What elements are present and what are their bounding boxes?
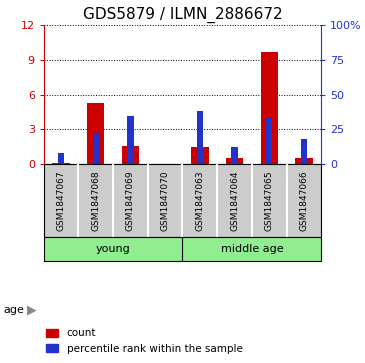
Bar: [58, 153, 64, 164]
Text: age: age: [4, 305, 24, 315]
Bar: [226, 158, 243, 164]
Bar: [231, 147, 238, 164]
Bar: [191, 147, 208, 164]
Text: GSM1847068: GSM1847068: [91, 170, 100, 231]
Text: ▶: ▶: [27, 304, 37, 317]
Text: GSM1847064: GSM1847064: [230, 170, 239, 231]
Bar: [44, 237, 182, 261]
Bar: [301, 139, 307, 164]
Title: GDS5879 / ILMN_2886672: GDS5879 / ILMN_2886672: [83, 7, 282, 23]
Text: young: young: [96, 244, 131, 254]
Text: GSM1847065: GSM1847065: [265, 170, 274, 231]
Bar: [295, 158, 312, 164]
Text: GSM1847069: GSM1847069: [126, 170, 135, 231]
Bar: [127, 115, 134, 164]
Legend: count, percentile rank within the sample: count, percentile rank within the sample: [42, 324, 247, 358]
Text: GSM1847063: GSM1847063: [195, 170, 204, 231]
Bar: [261, 52, 278, 164]
Bar: [266, 118, 272, 164]
Bar: [182, 237, 321, 261]
Bar: [87, 103, 104, 164]
Text: GSM1847070: GSM1847070: [161, 170, 170, 231]
Bar: [122, 146, 139, 164]
Text: middle age: middle age: [220, 244, 283, 254]
Bar: [197, 111, 203, 164]
Bar: [53, 163, 70, 164]
Text: GSM1847066: GSM1847066: [299, 170, 308, 231]
Text: GSM1847067: GSM1847067: [57, 170, 66, 231]
Bar: [93, 134, 99, 164]
